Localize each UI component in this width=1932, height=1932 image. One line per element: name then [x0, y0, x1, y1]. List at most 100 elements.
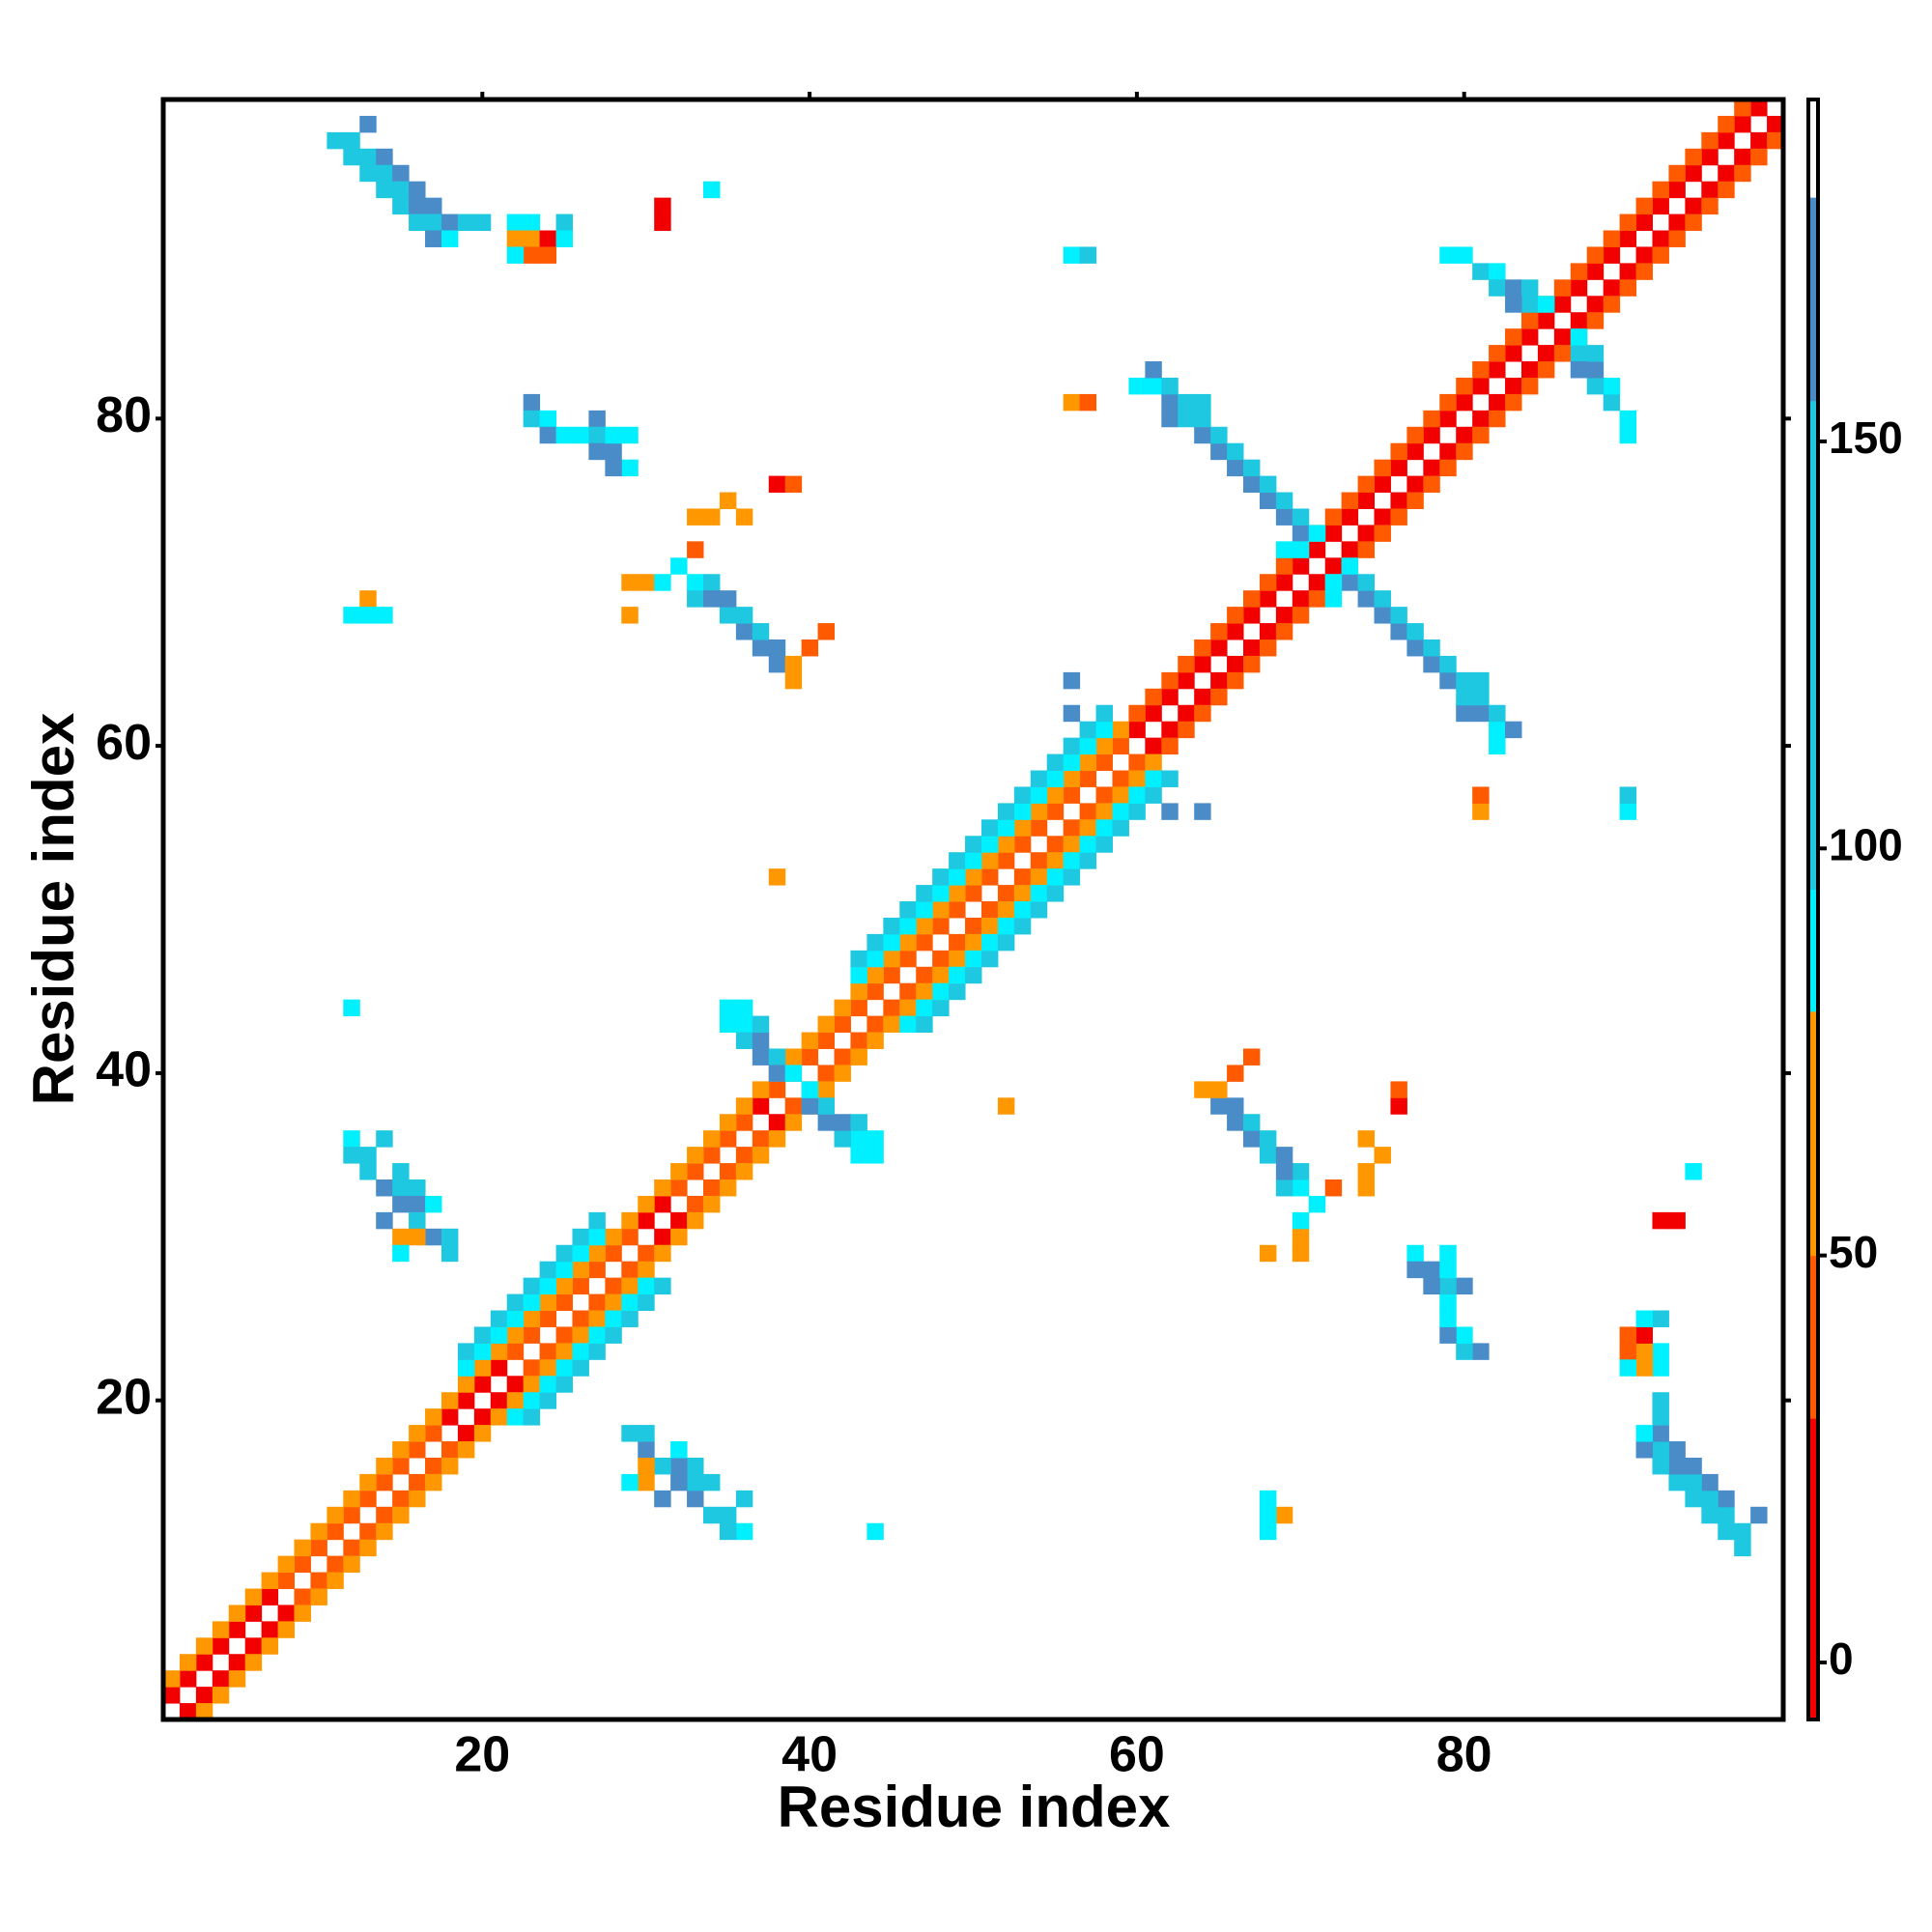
cell — [1439, 1326, 1457, 1344]
cell — [310, 1588, 327, 1605]
cell — [1619, 803, 1637, 820]
cell — [1013, 885, 1032, 902]
cell — [1635, 197, 1653, 215]
cell — [179, 1670, 197, 1688]
cell — [1505, 279, 1522, 297]
cell — [523, 1277, 541, 1295]
cell — [638, 1457, 655, 1475]
cell — [1489, 393, 1506, 412]
cell — [1489, 737, 1506, 755]
cell — [980, 917, 999, 935]
cell — [1520, 377, 1539, 395]
cell — [1586, 312, 1605, 329]
cell — [752, 1130, 770, 1148]
cell — [883, 999, 900, 1017]
cell — [1210, 671, 1228, 690]
cell — [687, 1473, 704, 1492]
cell — [1292, 557, 1310, 575]
cell — [735, 1015, 753, 1034]
cell — [1652, 197, 1669, 215]
cell — [605, 1310, 622, 1327]
cell — [687, 1195, 704, 1213]
cell — [392, 197, 410, 215]
cell — [244, 1588, 263, 1605]
cell — [1505, 721, 1522, 739]
cell — [376, 1506, 393, 1524]
cell — [1030, 885, 1048, 902]
cell — [1178, 393, 1195, 412]
cell — [473, 1376, 492, 1393]
cell — [1046, 786, 1065, 804]
cell — [1030, 819, 1048, 837]
cell — [654, 1457, 671, 1475]
cell — [490, 1326, 508, 1344]
cell — [409, 197, 426, 215]
cell — [949, 852, 966, 869]
cell — [457, 1343, 475, 1360]
cell — [980, 950, 999, 968]
cell — [1652, 1408, 1669, 1426]
cell — [1095, 786, 1113, 804]
cell — [1308, 525, 1326, 542]
cell — [440, 1441, 459, 1459]
cell — [359, 1473, 377, 1492]
colorbar-band — [1808, 1418, 1818, 1720]
cell — [1259, 492, 1277, 509]
cell — [801, 1081, 819, 1098]
cell — [1259, 623, 1277, 640]
cell — [1046, 885, 1065, 902]
cell — [392, 164, 410, 183]
cell — [555, 1261, 573, 1279]
cell — [555, 213, 573, 232]
cell — [1243, 639, 1261, 657]
cell — [638, 1441, 655, 1459]
cell — [621, 459, 639, 477]
cell — [1324, 508, 1343, 526]
cell — [1439, 1261, 1457, 1279]
cell — [1685, 197, 1702, 215]
cell — [654, 1244, 671, 1263]
cell — [1586, 361, 1605, 379]
cell — [1668, 1211, 1686, 1230]
cell — [867, 1015, 884, 1034]
cell — [1161, 671, 1179, 690]
cell — [490, 1408, 508, 1426]
cell — [1374, 475, 1391, 494]
cell — [523, 213, 541, 232]
cell — [654, 213, 671, 232]
cell — [1013, 786, 1032, 804]
cell — [1489, 361, 1506, 379]
cell — [1423, 410, 1440, 428]
cell — [949, 933, 966, 952]
cell — [1063, 836, 1081, 853]
cell — [638, 1261, 655, 1279]
cell — [1718, 1506, 1735, 1524]
cell — [457, 213, 475, 232]
cell — [1095, 721, 1113, 739]
cell — [1243, 1114, 1261, 1131]
cell — [965, 950, 982, 968]
cell — [1406, 426, 1424, 444]
cell — [1374, 607, 1391, 624]
cell — [1537, 345, 1555, 362]
colorbar-band — [1808, 99, 1818, 198]
cell — [1668, 1441, 1686, 1459]
cell — [343, 1490, 360, 1508]
cell — [1439, 1293, 1457, 1312]
cell — [425, 1473, 442, 1492]
cell — [359, 1522, 377, 1541]
cell — [1324, 1179, 1343, 1197]
cell — [1128, 377, 1146, 395]
cell — [752, 623, 770, 640]
cell — [277, 1555, 296, 1574]
cell — [1275, 508, 1293, 526]
cell — [572, 426, 589, 444]
cell — [1079, 770, 1097, 787]
cell — [899, 917, 917, 935]
cell — [1324, 557, 1343, 575]
cell — [703, 1130, 721, 1148]
cell — [752, 1147, 770, 1164]
cell — [1718, 131, 1735, 150]
cell — [1030, 852, 1048, 869]
cell — [1145, 377, 1162, 395]
